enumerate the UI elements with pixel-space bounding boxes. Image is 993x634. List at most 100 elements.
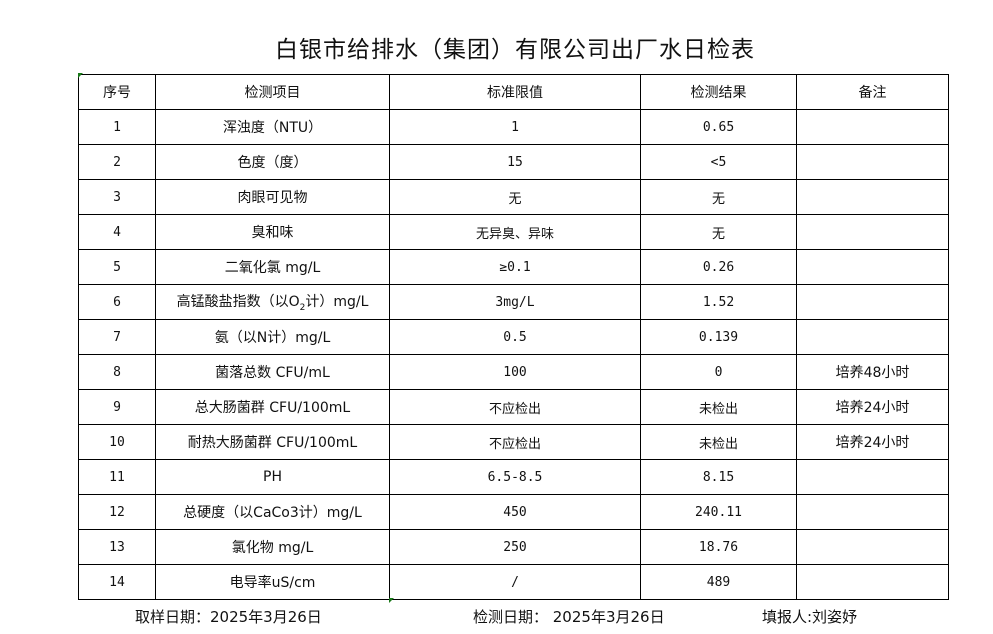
cell-no-text: 12 xyxy=(109,504,125,520)
cell-note-text: 培养48小时 xyxy=(835,365,910,381)
cell-note xyxy=(796,564,949,600)
cell-no-text: 5 xyxy=(113,259,121,275)
cell-item-text: 浑浊度（NTU） xyxy=(222,120,323,136)
cell-limit-text: 15 xyxy=(507,154,523,170)
cell-limit-text: 250 xyxy=(503,539,527,555)
cell-note: 培养24小时 xyxy=(796,389,949,425)
cell-result-text: 0.65 xyxy=(702,119,735,135)
cell-no: 7 xyxy=(78,319,156,355)
cell-item: 电导率uS/cm xyxy=(155,564,390,600)
cell-result-text: 18.76 xyxy=(698,539,739,555)
cell-result-text: 0 xyxy=(714,364,723,380)
table-row: 6 高锰酸盐指数（以O2计）mg/L 3mg/L 1.52 xyxy=(78,284,949,320)
table-row: 3 肉眼可见物 无 无 xyxy=(78,179,949,215)
cell-result: 18.76 xyxy=(640,529,797,565)
cell-item-text: 总硬度（以CaCo3计）mg/L xyxy=(183,505,362,521)
table-row: 11 PH 6.5-8.5 8.15 xyxy=(78,459,949,495)
cell-item: 高锰酸盐指数（以O2计）mg/L xyxy=(155,284,390,320)
cell-note xyxy=(796,529,949,565)
sampling-date: 取样日期：2025年3月26日 xyxy=(135,608,322,626)
cell-item-text: 氨（以N计）mg/L xyxy=(214,330,331,346)
cell-result: 无 xyxy=(640,214,797,250)
cell-no: 5 xyxy=(78,249,156,285)
table-row: 7 氨（以N计）mg/L 0.5 0.139 xyxy=(78,319,949,355)
item-subscript: 2 xyxy=(299,302,306,313)
cell-no-text: 7 xyxy=(113,329,121,345)
cell-note: 培养48小时 xyxy=(796,354,949,390)
cell-result: 1.52 xyxy=(640,284,797,320)
cell-limit: / xyxy=(389,564,641,600)
cell-no: 4 xyxy=(78,214,156,250)
cell-no: 12 xyxy=(78,494,156,530)
cell-limit-text: 450 xyxy=(503,504,527,520)
cell-limit-text: 无 xyxy=(508,191,522,207)
cell-no: 6 xyxy=(78,284,156,320)
cell-item-text: 色度（度） xyxy=(237,155,308,171)
cell-item-text: 臭和味 xyxy=(251,225,294,241)
cell-limit: 6.5-8.5 xyxy=(389,459,641,495)
cell-no-text: 2 xyxy=(113,154,121,170)
table-row: 14 电导率uS/cm / 489 xyxy=(78,564,949,600)
cell-note xyxy=(796,179,949,215)
cell-item: 氨（以N计）mg/L xyxy=(155,319,390,355)
cell-result-text: 489 xyxy=(706,574,731,590)
cell-item: 肉眼可见物 xyxy=(155,179,390,215)
inspection-table: 序号 检测项目 标准限值 检测结果 备注 1 浑浊度（NTU） 1 0.65 2 色度（度… xyxy=(78,74,949,600)
table-row: 2 色度（度） 15 <5 xyxy=(78,144,949,180)
cell-no-text: 4 xyxy=(113,224,121,240)
cell-result: 0.139 xyxy=(640,319,797,355)
cell-item: 臭和味 xyxy=(155,214,390,250)
reporter: 填报人:刘姿妤 xyxy=(762,608,858,626)
cell-result-text: 未检出 xyxy=(698,436,738,452)
cell-no: 13 xyxy=(78,529,156,565)
cell-limit: 0.5 xyxy=(389,319,641,355)
cell-result-text: 8.15 xyxy=(702,469,735,485)
cell-limit-text: 1 xyxy=(511,119,519,135)
table-row: 13 氯化物 mg/L 250 18.76 xyxy=(78,529,949,565)
cell-limit: 1 xyxy=(389,109,641,145)
cell-limit: 3mg/L xyxy=(389,284,641,320)
header-row: 序号 检测项目 标准限值 检测结果 备注 xyxy=(78,74,949,110)
cell-note xyxy=(796,249,949,285)
item-suffix: 计）mg/L xyxy=(305,294,369,311)
cell-no-text: 9 xyxy=(113,399,121,415)
cell-no: 2 xyxy=(78,144,156,180)
cell-item: 浑浊度（NTU） xyxy=(155,109,390,145)
cell-no: 8 xyxy=(78,354,156,390)
cell-result: 未检出 xyxy=(640,389,797,425)
cell-item: 总大肠菌群 CFU/100mL xyxy=(155,389,390,425)
cell-limit-text: 6.5-8.5 xyxy=(487,469,543,485)
cell-note-text: 培养24小时 xyxy=(835,435,910,451)
cell-no: 9 xyxy=(78,389,156,425)
cell-no-text: 1 xyxy=(113,119,121,135)
cell-limit: 不应检出 xyxy=(389,424,641,460)
cell-no: 11 xyxy=(78,459,156,495)
cell-no-text: 14 xyxy=(109,574,125,590)
header-result: 检测结果 xyxy=(640,74,797,110)
cell-result: 0.26 xyxy=(640,249,797,285)
cell-item: 色度（度） xyxy=(155,144,390,180)
cell-note-text: 培养24小时 xyxy=(835,400,910,416)
page-title: 白银市给排水（集团）有限公司出厂水日检表 xyxy=(275,37,755,63)
table-row: 8 菌落总数 CFU/mL 100 0 培养48小时 xyxy=(78,354,949,390)
cell-no: 3 xyxy=(78,179,156,215)
cell-item-text: 二氧化氯 mg/L xyxy=(224,260,321,276)
table-row: 10 耐热大肠菌群 CFU/100mL 不应检出 未检出 培养24小时 xyxy=(78,424,949,460)
cell-no-text: 10 xyxy=(109,434,125,450)
cell-item: 氯化物 mg/L xyxy=(155,529,390,565)
header-note: 备注 xyxy=(796,74,949,110)
header-no: 序号 xyxy=(78,74,156,110)
cell-result-text: 未检出 xyxy=(698,401,738,417)
cell-result: 未检出 xyxy=(640,424,797,460)
cell-result-text: 无 xyxy=(711,191,725,207)
cell-item-text: 高锰酸盐指数（以O xyxy=(176,294,300,311)
cell-limit-text: 3mg/L xyxy=(495,294,535,310)
cell-no-text: 13 xyxy=(109,539,125,555)
table-row: 5 二氧化氯 mg/L ≥0.1 0.26 xyxy=(78,249,949,285)
cell-marker-icon xyxy=(389,598,394,603)
cell-result-text: 无 xyxy=(711,226,725,242)
header-limit: 标准限值 xyxy=(389,74,641,110)
cell-limit: ≥0.1 xyxy=(389,249,641,285)
cell-item-text: 氯化物 mg/L xyxy=(231,540,314,556)
cell-note xyxy=(796,109,949,145)
